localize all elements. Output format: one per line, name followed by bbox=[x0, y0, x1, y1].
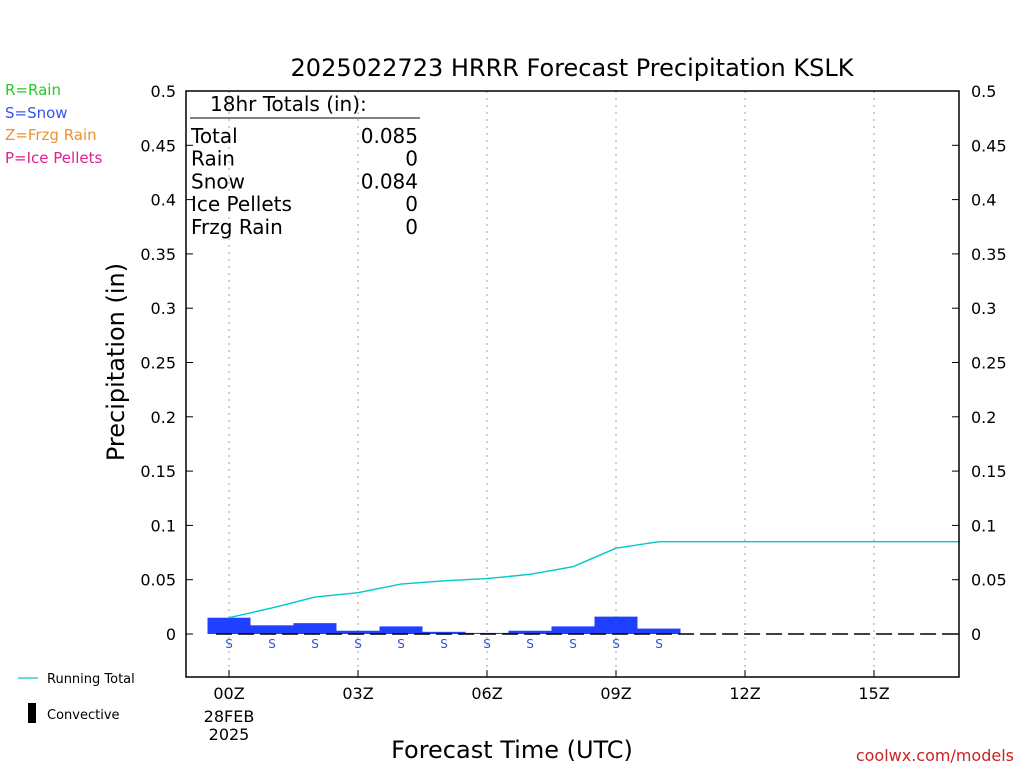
y-tick-label-right-0.05: 0.05 bbox=[971, 571, 1007, 590]
totals-label-total: Total bbox=[190, 124, 238, 148]
y-tick-label-right-0.45: 0.45 bbox=[971, 136, 1007, 155]
y-tick-label-left-0.15: 0.15 bbox=[140, 462, 176, 481]
y-tick-label-right-0.2: 0.2 bbox=[971, 408, 996, 427]
plot-frame bbox=[185, 90, 960, 678]
legend-running-total-label: Running Total bbox=[47, 672, 135, 687]
x-tick-label-15Z: 15Z bbox=[858, 684, 889, 703]
precip-bar-4 bbox=[379, 626, 423, 634]
precip-bar-8 bbox=[551, 626, 595, 634]
y-tick-label-left-0.35: 0.35 bbox=[140, 245, 176, 264]
x-axis-label: Forecast Time (UTC) bbox=[391, 736, 633, 764]
y-tick-label-left-0.2: 0.2 bbox=[151, 408, 176, 427]
precip-type-marker-5: S bbox=[440, 637, 448, 651]
totals-value-frzg-rain: 0 bbox=[405, 215, 418, 239]
x-tick-label-12Z: 12Z bbox=[729, 684, 760, 703]
precip-type-marker-6: S bbox=[483, 637, 491, 651]
totals-value-rain: 0 bbox=[405, 147, 418, 171]
type-key-ice-pellets: P=Ice Pellets bbox=[5, 149, 103, 167]
chart-title: 2025022723 HRRR Forecast Precipitation K… bbox=[291, 54, 855, 82]
precip-type-marker-2: S bbox=[311, 637, 319, 651]
legend-convective-label: Convective bbox=[47, 708, 120, 723]
totals-value-ice-pellets: 0 bbox=[405, 192, 418, 216]
y-tick-label-right-0.4: 0.4 bbox=[971, 191, 996, 210]
precip-type-marker-4: S bbox=[397, 637, 405, 651]
totals-label-snow: Snow bbox=[191, 169, 245, 193]
x-tick-label-00Z: 00Z bbox=[213, 684, 244, 703]
gridlines bbox=[228, 91, 875, 677]
precip-bar-5 bbox=[422, 631, 466, 634]
precip-type-marker-1: S bbox=[268, 637, 276, 651]
x-axis-date-line2: 2025 bbox=[209, 725, 250, 744]
x-axis: 00Z 03Z 06Z 09Z 12Z 15Z bbox=[213, 670, 890, 703]
x-axis-date-line1: 28FEB bbox=[204, 707, 255, 726]
precip-bar-3 bbox=[336, 630, 380, 634]
y-tick-label-left-0.45: 0.45 bbox=[140, 136, 176, 155]
y-tick-label-right-0.1: 0.1 bbox=[971, 516, 996, 535]
y-tick-label-left-0.3: 0.3 bbox=[151, 299, 176, 318]
precip-bar-7 bbox=[508, 630, 552, 634]
y-tick-label-right-0.3: 0.3 bbox=[971, 299, 996, 318]
totals-label-rain: Rain bbox=[191, 147, 235, 171]
precip-bar-10 bbox=[637, 628, 681, 634]
y-axis-left: 0 0.05 0.1 0.15 0.2 0.25 0.3 0.35 0.4 0.45 0.5 bbox=[140, 82, 193, 644]
totals-value-total: 0.085 bbox=[361, 124, 418, 148]
totals-value-snow: 0.084 bbox=[361, 169, 418, 193]
y-tick-label-left-0.5: 0.5 bbox=[151, 82, 176, 101]
totals-label-ice-pellets: Ice Pellets bbox=[191, 192, 292, 216]
y-tick-label-left-0: 0 bbox=[166, 625, 176, 644]
running-total-series bbox=[228, 540, 960, 619]
precip-type-marker-3: S bbox=[354, 637, 362, 651]
precip-bar-0 bbox=[207, 617, 251, 634]
x-tick-label-09Z: 09Z bbox=[600, 684, 631, 703]
x-tick-label-06Z: 06Z bbox=[471, 684, 502, 703]
y-axis-right: 0 0.05 0.1 0.15 0.2 0.25 0.3 0.35 0.4 0.45 0.5 bbox=[952, 82, 1007, 644]
precip-bar-9 bbox=[594, 616, 638, 634]
precip-bar-2 bbox=[293, 623, 337, 634]
precip-type-marker-10: S bbox=[655, 637, 663, 651]
totals-table: Total 0.085 Rain 0 Snow 0.084 Ice Pellets 0 Frzg… bbox=[190, 124, 418, 239]
precip-type-marker-8: S bbox=[569, 637, 577, 651]
precip-type-marker-0: S bbox=[225, 637, 233, 651]
y-tick-label-left-0.4: 0.4 bbox=[151, 191, 176, 210]
y-tick-label-right-0: 0 bbox=[971, 625, 981, 644]
type-key-rain: R=Rain bbox=[5, 81, 61, 99]
y-tick-label-right-0.15: 0.15 bbox=[971, 462, 1007, 481]
running-total-line bbox=[228, 540, 960, 619]
hourly-precip-bars bbox=[207, 616, 681, 634]
legend-convective-swatch bbox=[28, 703, 36, 723]
y-tick-label-left-0.1: 0.1 bbox=[151, 516, 176, 535]
type-key-snow: S=Snow bbox=[5, 104, 68, 122]
y-tick-label-left-0.05: 0.05 bbox=[140, 571, 176, 590]
totals-label-frzg-rain: Frzg Rain bbox=[191, 215, 283, 239]
y-tick-label-right-0.35: 0.35 bbox=[971, 245, 1007, 264]
type-key-frzg-rain: Z=Frzg Rain bbox=[5, 126, 97, 144]
y-axis-label: Precipitation (in) bbox=[102, 263, 130, 461]
x-tick-label-03Z: 03Z bbox=[342, 684, 373, 703]
precip-type-marker-9: S bbox=[612, 637, 620, 651]
y-tick-label-left-0.25: 0.25 bbox=[140, 354, 176, 373]
precip-bar-1 bbox=[250, 625, 294, 634]
totals-heading: 18hr Totals (in): bbox=[210, 92, 367, 116]
credit: coolwx.com/models bbox=[856, 746, 1014, 765]
y-tick-label-right-0.25: 0.25 bbox=[971, 354, 1007, 373]
precip-type-marker-7: S bbox=[526, 637, 534, 651]
y-tick-label-right-0.5: 0.5 bbox=[971, 82, 996, 101]
